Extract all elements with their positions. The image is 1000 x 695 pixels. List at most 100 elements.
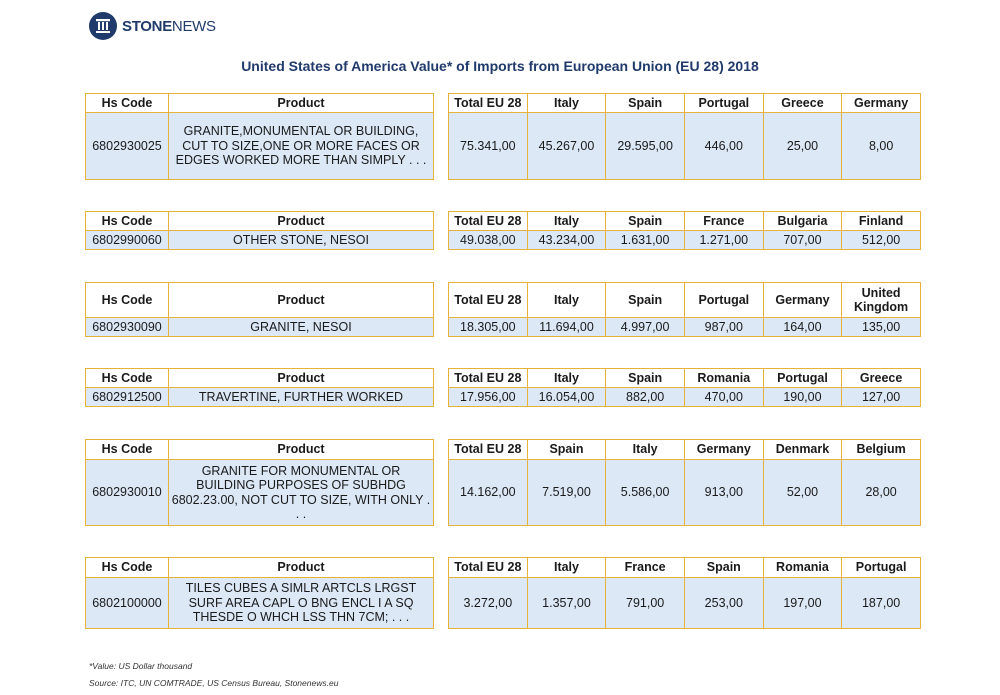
product-header: Product [168,439,434,460]
value-cell: 127,00 [841,387,921,407]
product-header: Product [168,211,434,231]
country-header: Total EU 28 [448,557,528,578]
brand-bold: STONE [122,17,172,35]
hs-code-header: Hs Code [85,282,169,318]
country-header: Portugal [683,282,764,318]
hs-product-table: Hs Code Product 6802930025 GRANITE,MONUM… [85,93,434,180]
country-values-table: Total EU 28 Italy Spain Portugal Germany… [448,282,921,337]
country-header: France [605,557,685,578]
hs-product-table: Hs Code Product 6802100000 TILES CUBES A… [85,557,434,629]
value-cell: 14.162,00 [448,459,528,526]
value-cell: 187,00 [841,577,921,629]
value-cell: 4.997,00 [605,317,685,337]
value-cell: 16.054,00 [526,387,607,407]
hs-product-table: Hs Code Product 6802930090 GRANITE, NESO… [85,282,434,337]
value-cell: 49.038,00 [448,230,528,250]
hs-code-header: Hs Code [85,439,169,460]
country-values-table: Total EU 28 Italy Spain Romania Portugal… [448,368,921,407]
value-cell: 52,00 [762,459,843,526]
country-header: Portugal [683,93,764,113]
country-header: Finland [841,211,921,231]
column-emblem-icon [89,12,117,40]
value-cell: 987,00 [683,317,764,337]
country-header: Romania [683,368,764,388]
country-header: France [683,211,764,231]
country-header: United Kingdom [841,282,921,318]
value-cell: 253,00 [683,577,764,629]
country-header: Romania [762,557,843,578]
value-cell: 8,00 [841,112,921,180]
hs-code-cell: 6802990060 [85,230,169,250]
country-header: Greece [762,93,843,113]
value-cell: 446,00 [683,112,764,180]
value-cell: 190,00 [762,387,843,407]
product-cell: OTHER STONE, NESOI [168,230,434,250]
country-header: Portugal [762,368,843,388]
value-cell: 1.631,00 [605,230,685,250]
product-cell: GRANITE FOR MONUMENTAL OR BUILDING PURPO… [168,459,434,526]
value-cell: 197,00 [762,577,843,629]
value-cell: 1.357,00 [526,577,607,629]
country-header: Germany [841,93,921,113]
product-cell: GRANITE,MONUMENTAL OR BUILDING, CUT TO S… [168,112,434,180]
hs-code-header: Hs Code [85,368,169,388]
country-header: Spain [605,93,685,113]
value-cell: 5.586,00 [605,459,685,526]
product-header: Product [168,282,434,318]
value-cell: 164,00 [762,317,843,337]
country-header: Portugal [841,557,921,578]
country-values-table: Total EU 28 Italy Spain France Bulgaria … [448,211,921,250]
hs-code-cell: 6802930010 [85,459,169,526]
country-header: Germany [762,282,843,318]
country-header: Spain [683,557,764,578]
country-values-table: Total EU 28 Italy Spain Portugal Greece … [448,93,921,180]
country-header: Total EU 28 [448,93,528,113]
product-cell: GRANITE, NESOI [168,317,434,337]
country-header: Spain [605,211,685,231]
brand-light: NEWS [171,17,216,35]
country-header: Italy [526,557,607,578]
hs-product-table: Hs Code Product 6802990060 OTHER STONE, … [85,211,434,250]
product-cell: TRAVERTINE, FURTHER WORKED [168,387,434,407]
country-header: Bulgaria [762,211,843,231]
value-cell: 512,00 [841,230,921,250]
value-cell: 135,00 [841,317,921,337]
hs-code-header: Hs Code [85,211,169,231]
value-cell: 11.694,00 [526,317,607,337]
hs-code-cell: 6802930090 [85,317,169,337]
country-header: Italy [526,211,607,231]
hs-code-cell: 6802930025 [85,112,169,180]
page-title: United States of America Value* of Impor… [241,58,759,74]
product-header: Product [168,93,434,113]
country-header: Total EU 28 [448,368,528,388]
value-cell: 29.595,00 [605,112,685,180]
hs-code-header: Hs Code [85,557,169,578]
country-header: Spain [605,282,685,318]
value-cell: 28,00 [841,459,921,526]
value-cell: 45.267,00 [526,112,607,180]
country-values-table: Total EU 28 Spain Italy Germany Denmark … [448,439,921,526]
country-header: Italy [526,282,607,318]
value-cell: 3.272,00 [448,577,528,629]
value-footnote: *Value: US Dollar thousand [89,661,193,671]
product-cell: TILES CUBES A SIMLR ARTCLS LRGST SURF AR… [168,577,434,629]
value-cell: 707,00 [762,230,843,250]
country-header: Spain [526,439,607,460]
country-header: Total EU 28 [448,282,528,318]
country-header: Belgium [841,439,921,460]
hs-code-cell: 6802912500 [85,387,169,407]
value-cell: 75.341,00 [448,112,528,180]
country-header: Germany [683,439,764,460]
value-cell: 882,00 [605,387,685,407]
value-cell: 43.234,00 [526,230,607,250]
value-cell: 791,00 [605,577,685,629]
value-cell: 913,00 [683,459,764,526]
country-header: Denmark [762,439,843,460]
brand-name: STONENEWS [122,18,216,35]
country-values-table: Total EU 28 Italy France Spain Romania P… [448,557,921,629]
value-cell: 7.519,00 [526,459,607,526]
hs-code-header: Hs Code [85,93,169,113]
country-header: Spain [605,368,685,388]
product-header: Product [168,557,434,578]
country-header: Italy [526,93,607,113]
